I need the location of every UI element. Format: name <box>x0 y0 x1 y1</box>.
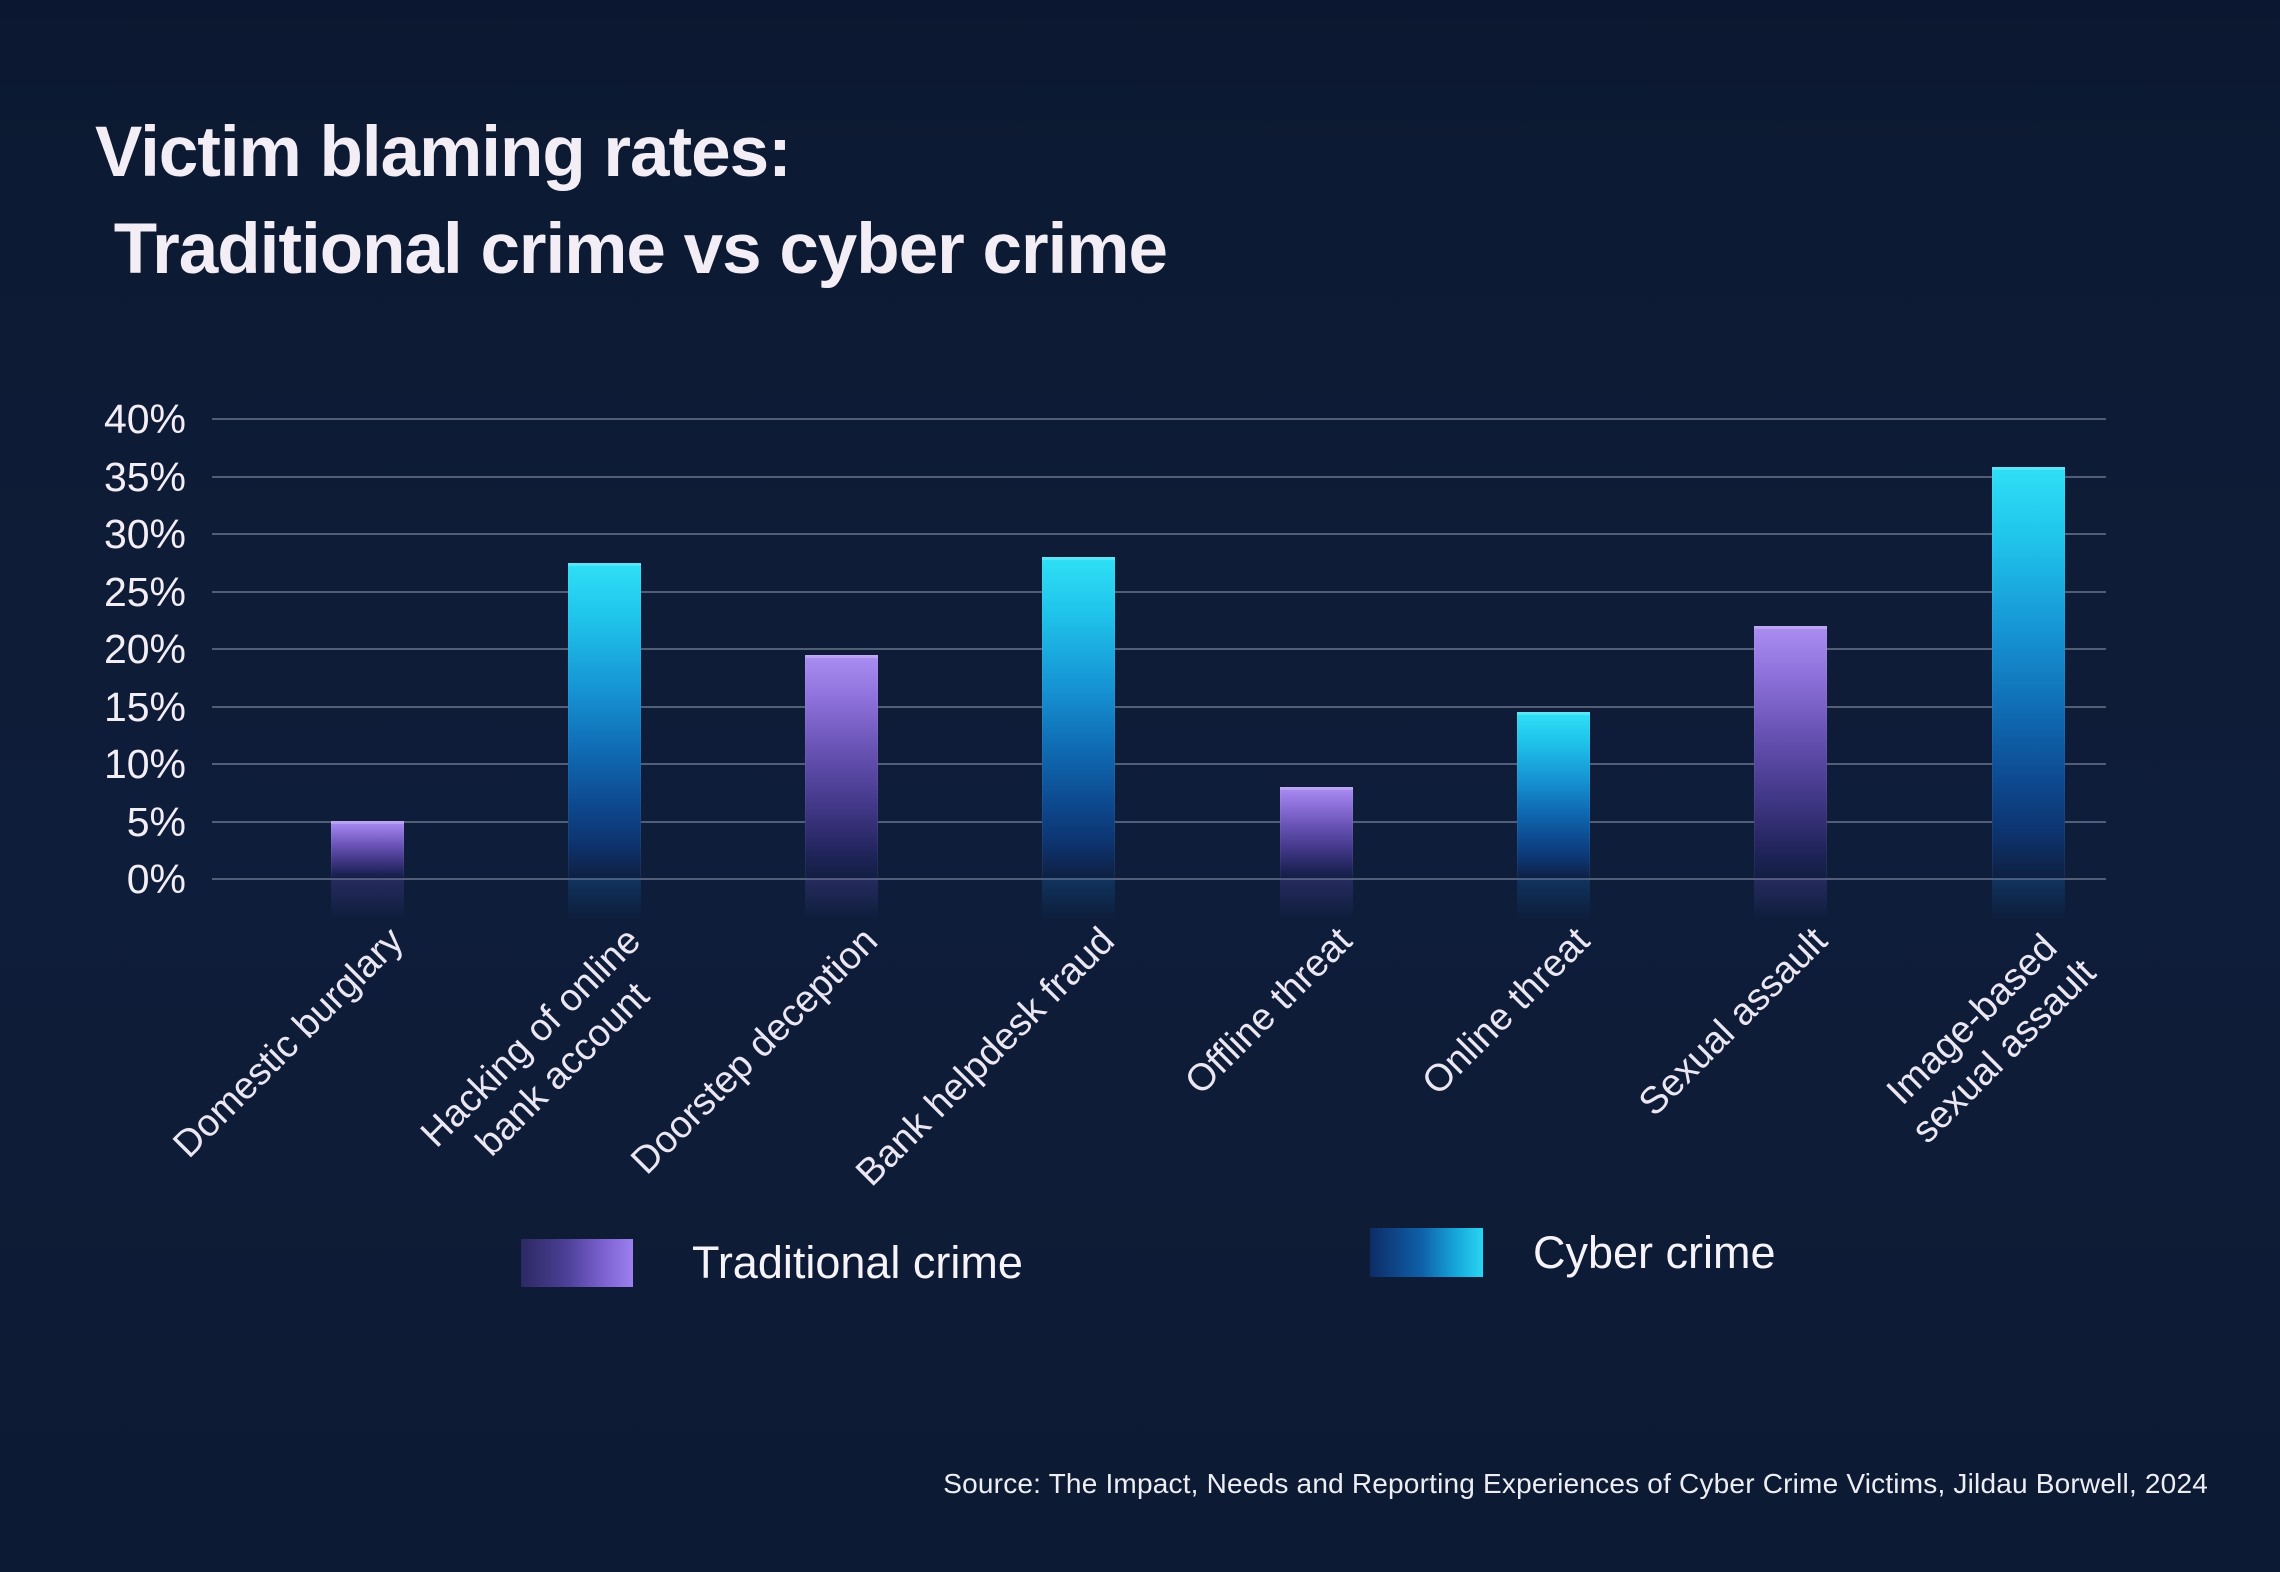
bar-offline-threat <box>1279 787 1353 927</box>
y-axis-tick-5: 5% <box>126 798 186 845</box>
legend-label-cyber-crime: Cyber crime <box>1533 1227 1776 1278</box>
x-axis-label-bank-helpdesk-fraud: Bank helpdesk fraud <box>848 919 1124 1195</box>
bar-domestic-burglary <box>330 821 404 927</box>
y-axis-tick-25: 25% <box>103 568 186 615</box>
gridline-20 <box>212 648 2106 650</box>
bar-image-based-sexual-assault <box>1991 467 2065 927</box>
y-axis-tick-40: 40% <box>103 396 186 442</box>
y-axis-tick-15: 15% <box>103 683 186 730</box>
gridline-15 <box>212 705 2106 708</box>
x-axis-label-offline-threat: Offline threat <box>1177 919 1361 1103</box>
chart-title-line1: Victim blaming rates: <box>95 113 792 192</box>
bar-hacking-of-online-bank-account <box>567 563 641 927</box>
gridline-40 <box>212 418 2106 420</box>
bar-doorstep-deception <box>805 655 879 927</box>
legend-swatch-cyber-crime <box>1370 1228 1483 1277</box>
gridline-25 <box>212 590 2106 593</box>
y-axis-tick-10: 10% <box>103 741 186 787</box>
x-axis-label-online-threat: Online threat <box>1414 919 1598 1104</box>
bar-bank-helpdesk-fraud <box>1042 557 1116 927</box>
gridline-10 <box>212 763 2106 765</box>
x-axis-label-sexual-assault: Sexual assault <box>1630 919 1836 1125</box>
y-axis-tick-30: 30% <box>103 511 186 557</box>
y-axis-tick-20: 20% <box>103 626 186 672</box>
y-axis-tick-35: 35% <box>103 453 186 500</box>
gridline-5 <box>212 820 2106 823</box>
legend-label-traditional-crime: Traditional crime <box>692 1237 1023 1288</box>
y-axis-tick-0: 0% <box>126 856 186 902</box>
legend-swatch-traditional-crime <box>521 1239 633 1287</box>
gridline-35 <box>212 475 2106 478</box>
x-axis-label-domestic-burglary: Domestic burglary <box>165 919 412 1166</box>
plot-area <box>212 418 2106 927</box>
gridline-30 <box>212 533 2106 535</box>
x-axis-label-image-based-sexual-assault: Image-based sexual assault <box>1879 926 2105 1152</box>
chart-title: Victim blaming rates: Traditional crime … <box>95 104 1168 298</box>
chart-title-line2: Traditional crime vs cyber crime <box>95 210 1168 289</box>
bar-sexual-assault <box>1754 626 1828 927</box>
gridline-0 <box>212 878 2106 880</box>
bar-online-threat <box>1517 712 1590 927</box>
source-citation: Source: The Impact, Needs and Reporting … <box>943 1468 2208 1499</box>
x-axis-label-doorstep-deception: Doorstep deception <box>623 919 887 1183</box>
